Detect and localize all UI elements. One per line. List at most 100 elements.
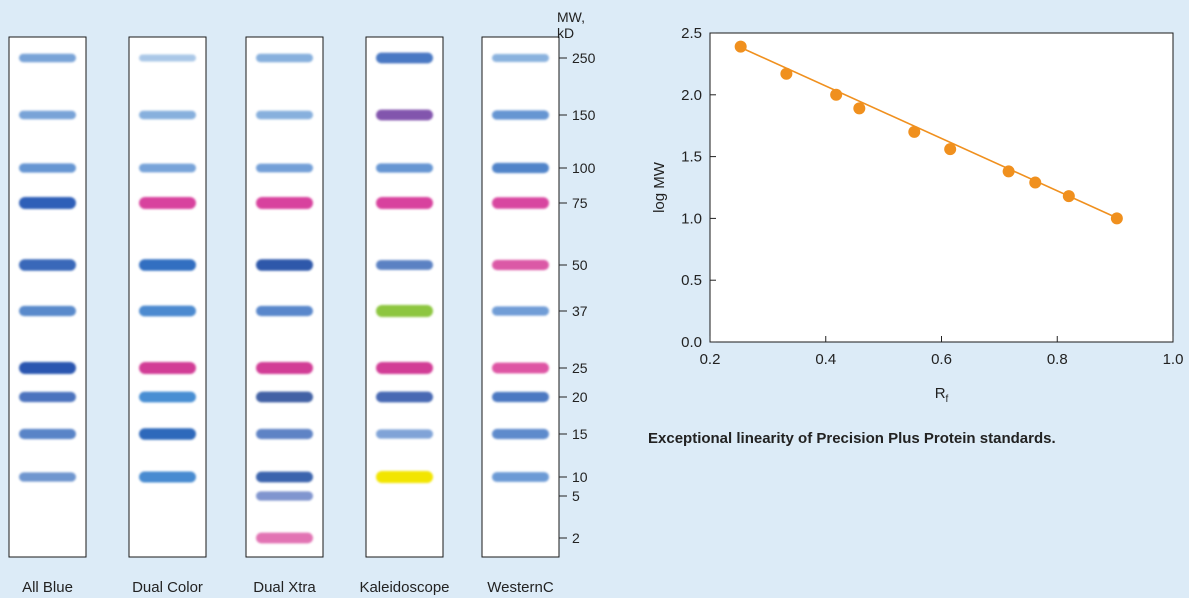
lane-label: Dual Color (132, 579, 203, 596)
mw-header-line: kD (557, 25, 574, 41)
y-axis-label: log MW (651, 161, 668, 213)
data-point (1029, 176, 1042, 189)
data-point (1002, 165, 1015, 178)
gel-band-150 (139, 110, 196, 120)
data-point (944, 143, 957, 156)
gel-band-20 (256, 391, 313, 403)
gel-band-50 (139, 259, 196, 271)
gel-band-20 (376, 391, 433, 403)
gel-lane (245, 36, 324, 558)
marker-label: 25 (572, 360, 588, 376)
gel-band-10 (492, 472, 549, 482)
y-tick-label: 0.0 (681, 334, 702, 351)
gel-band-20 (492, 391, 549, 403)
marker-label: 5 (572, 488, 580, 504)
gel-band-15 (492, 428, 549, 440)
gel-band-10 (19, 472, 76, 482)
x-axis-label-main: R (935, 385, 946, 402)
gel-band-2 (256, 532, 313, 544)
y-tick-label: 1.0 (681, 210, 702, 227)
gel-band-250 (256, 53, 313, 63)
gel-band-100 (139, 163, 196, 173)
gel-band-50 (19, 259, 76, 271)
gel-band-100 (256, 163, 313, 173)
linearity-chart: 0.2 0.4 0.6 0.8 1.0 0.0 0.5 1.0 1.5 2.0 2.5 Rf log M… (651, 25, 1184, 405)
gel-band-75 (139, 197, 196, 209)
gel-band-20 (139, 391, 196, 403)
chart-caption: Exceptional linearity of Precision Plus … (648, 430, 1056, 447)
x-tick-label: 1.0 (1163, 351, 1184, 368)
data-point (780, 67, 793, 80)
x-tick-label: 0.8 (1047, 351, 1068, 368)
gel-band-37 (19, 305, 76, 317)
data-point (830, 88, 843, 101)
gel-band-37 (376, 305, 433, 317)
gel-lane (128, 36, 207, 558)
x-tick-label: 0.6 (931, 351, 952, 368)
y-tick-label: 2.0 (681, 87, 702, 104)
marker-label: 250 (572, 50, 596, 66)
lane-label: WesternC (487, 579, 554, 596)
gel-band-10 (139, 471, 196, 483)
data-point (734, 40, 747, 53)
x-tick-label: 0.2 (700, 351, 721, 368)
gel-lane (8, 36, 87, 558)
gel-band-250 (376, 52, 433, 64)
gel-band-15 (376, 429, 433, 439)
mw-header: MW, kD (557, 9, 585, 41)
gel-band-100 (19, 163, 76, 173)
gel-band-250 (19, 53, 76, 63)
gel-band-10 (376, 471, 433, 483)
lane-label: All Blue (22, 579, 73, 596)
gel-lane (481, 36, 560, 558)
gel-band-50 (376, 260, 433, 270)
gel-band-25 (19, 362, 76, 374)
gel-band-150 (492, 110, 549, 120)
gel-band-37 (256, 305, 313, 317)
lane-box (481, 36, 560, 558)
gel-band-50 (256, 259, 313, 271)
gel-band-150 (256, 110, 313, 120)
marker-label: 10 (572, 469, 588, 485)
gel-band-150 (19, 110, 76, 120)
marker-label: 2 (572, 530, 580, 546)
marker-label: 100 (572, 160, 596, 176)
gel-band-15 (256, 428, 313, 440)
gel-band-75 (376, 197, 433, 209)
trend-line (735, 44, 1119, 220)
y-tick-label: 2.5 (681, 25, 702, 42)
data-point (1062, 190, 1075, 203)
y-tick-label: 1.5 (681, 149, 702, 166)
gel-band-5 (256, 491, 313, 501)
lane-box (245, 36, 324, 558)
y-tick-label: 0.5 (681, 272, 702, 289)
gel-band-25 (492, 362, 549, 374)
mw-header-line: MW, (557, 9, 585, 25)
gel-figure: All Blue Dual Color Dual Xtra Kaleidoscope W… (8, 9, 596, 596)
gel-band-37 (492, 306, 549, 316)
gel-band-15 (19, 428, 76, 440)
lane-label: Kaleidoscope (359, 579, 449, 596)
gel-band-50 (492, 259, 549, 271)
gel-lane (365, 36, 444, 558)
lane-box (365, 36, 444, 558)
marker-label: 75 (572, 195, 588, 211)
x-axis-label-subscript: f (946, 394, 949, 405)
lane-box (8, 36, 87, 558)
x-tick-label: 0.4 (815, 351, 836, 368)
gel-band-10 (256, 471, 313, 483)
gel-band-25 (139, 362, 196, 374)
marker-label: 20 (572, 389, 588, 405)
lane-label: Dual Xtra (253, 579, 316, 596)
gel-band-250 (139, 54, 196, 62)
gel-band-75 (19, 197, 76, 209)
marker-label: 15 (572, 426, 588, 442)
data-point (908, 125, 921, 138)
gel-band-100 (492, 162, 549, 174)
marker-label: 150 (572, 107, 596, 123)
marker-label: 50 (572, 257, 588, 273)
plot-area (709, 32, 1174, 343)
x-axis-label: Rf (935, 385, 949, 405)
marker-label: 37 (572, 303, 588, 319)
lane-box (128, 36, 207, 558)
